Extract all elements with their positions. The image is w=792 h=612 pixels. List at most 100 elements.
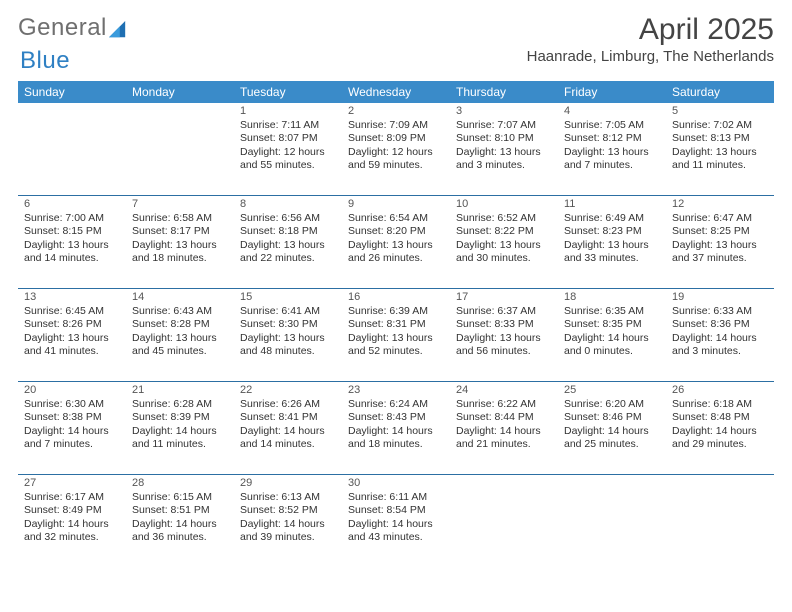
day2-text: and 32 minutes.	[24, 531, 120, 544]
calendar-cell: 16Sunrise: 6:39 AMSunset: 8:31 PMDayligh…	[342, 288, 450, 381]
calendar-cell: 8Sunrise: 6:56 AMSunset: 8:18 PMDaylight…	[234, 195, 342, 288]
day1-text: Daylight: 13 hours	[24, 332, 120, 345]
day1-text: Daylight: 14 hours	[240, 425, 336, 438]
calendar-cell: 18Sunrise: 6:35 AMSunset: 8:35 PMDayligh…	[558, 288, 666, 381]
day2-text: and 25 minutes.	[564, 438, 660, 451]
day1-text: Daylight: 14 hours	[132, 425, 228, 438]
sunset-text: Sunset: 8:20 PM	[348, 225, 444, 238]
day2-text: and 33 minutes.	[564, 252, 660, 265]
calendar-cell: 5Sunrise: 7:02 AMSunset: 8:13 PMDaylight…	[666, 103, 774, 196]
day-number: 15	[240, 289, 336, 306]
sunrise-text: Sunrise: 6:28 AM	[132, 398, 228, 411]
day-header: Monday	[126, 81, 234, 103]
sunrise-text: Sunrise: 6:54 AM	[348, 212, 444, 225]
title-block: April 2025 Haanrade, Limburg, The Nether…	[527, 14, 774, 65]
sunset-text: Sunset: 8:52 PM	[240, 504, 336, 517]
day-header: Tuesday	[234, 81, 342, 103]
day2-text: and 52 minutes.	[348, 345, 444, 358]
calendar-cell-empty	[126, 103, 234, 196]
day2-text: and 45 minutes.	[132, 345, 228, 358]
day-number: 17	[456, 289, 552, 306]
sunrise-text: Sunrise: 6:37 AM	[456, 305, 552, 318]
sunrise-text: Sunrise: 6:56 AM	[240, 212, 336, 225]
sunset-text: Sunset: 8:33 PM	[456, 318, 552, 331]
calendar-page: General April 2025 Haanrade, Limburg, Th…	[0, 0, 792, 612]
calendar-cell-empty	[558, 474, 666, 567]
day2-text: and 59 minutes.	[348, 159, 444, 172]
day2-text: and 7 minutes.	[564, 159, 660, 172]
sunset-text: Sunset: 8:09 PM	[348, 132, 444, 145]
sunrise-text: Sunrise: 7:00 AM	[24, 212, 120, 225]
day1-text: Daylight: 14 hours	[240, 518, 336, 531]
day1-text: Daylight: 14 hours	[132, 518, 228, 531]
sunset-text: Sunset: 8:44 PM	[456, 411, 552, 424]
day1-text: Daylight: 13 hours	[24, 239, 120, 252]
sunrise-text: Sunrise: 6:41 AM	[240, 305, 336, 318]
calendar-head: SundayMondayTuesdayWednesdayThursdayFrid…	[18, 81, 774, 103]
sunset-text: Sunset: 8:30 PM	[240, 318, 336, 331]
calendar-cell: 7Sunrise: 6:58 AMSunset: 8:17 PMDaylight…	[126, 195, 234, 288]
brand-logo: General	[18, 14, 129, 42]
sunset-text: Sunset: 8:12 PM	[564, 132, 660, 145]
calendar-cell: 29Sunrise: 6:13 AMSunset: 8:52 PMDayligh…	[234, 474, 342, 567]
brand-word-2: Blue	[20, 47, 70, 75]
day2-text: and 39 minutes.	[240, 531, 336, 544]
day-header: Thursday	[450, 81, 558, 103]
day-number: 8	[240, 196, 336, 213]
day1-text: Daylight: 12 hours	[348, 146, 444, 159]
day-number: 3	[456, 103, 552, 120]
sunrise-text: Sunrise: 6:39 AM	[348, 305, 444, 318]
month-title: April 2025	[527, 14, 774, 46]
calendar-table: SundayMondayTuesdayWednesdayThursdayFrid…	[18, 81, 774, 567]
sunset-text: Sunset: 8:54 PM	[348, 504, 444, 517]
sunrise-text: Sunrise: 6:26 AM	[240, 398, 336, 411]
calendar-cell: 10Sunrise: 6:52 AMSunset: 8:22 PMDayligh…	[450, 195, 558, 288]
calendar-cell: 15Sunrise: 6:41 AMSunset: 8:30 PMDayligh…	[234, 288, 342, 381]
sunset-text: Sunset: 8:07 PM	[240, 132, 336, 145]
day1-text: Daylight: 14 hours	[24, 425, 120, 438]
day-number: 4	[564, 103, 660, 120]
calendar-cell: 11Sunrise: 6:49 AMSunset: 8:23 PMDayligh…	[558, 195, 666, 288]
calendar-cell-empty	[18, 103, 126, 196]
calendar-cell: 28Sunrise: 6:15 AMSunset: 8:51 PMDayligh…	[126, 474, 234, 567]
calendar-cell: 14Sunrise: 6:43 AMSunset: 8:28 PMDayligh…	[126, 288, 234, 381]
day-number: 27	[24, 475, 120, 492]
day2-text: and 30 minutes.	[456, 252, 552, 265]
calendar-cell: 21Sunrise: 6:28 AMSunset: 8:39 PMDayligh…	[126, 381, 234, 474]
day2-text: and 48 minutes.	[240, 345, 336, 358]
day2-text: and 0 minutes.	[564, 345, 660, 358]
sunrise-text: Sunrise: 6:45 AM	[24, 305, 120, 318]
day1-text: Daylight: 13 hours	[456, 332, 552, 345]
day2-text: and 22 minutes.	[240, 252, 336, 265]
day2-text: and 3 minutes.	[672, 345, 768, 358]
day-number: 23	[348, 382, 444, 399]
day1-text: Daylight: 13 hours	[240, 239, 336, 252]
day1-text: Daylight: 13 hours	[240, 332, 336, 345]
sunset-text: Sunset: 8:41 PM	[240, 411, 336, 424]
sunset-text: Sunset: 8:43 PM	[348, 411, 444, 424]
calendar-cell: 13Sunrise: 6:45 AMSunset: 8:26 PMDayligh…	[18, 288, 126, 381]
calendar-cell: 2Sunrise: 7:09 AMSunset: 8:09 PMDaylight…	[342, 103, 450, 196]
calendar-cell: 1Sunrise: 7:11 AMSunset: 8:07 PMDaylight…	[234, 103, 342, 196]
calendar-cell-empty	[666, 474, 774, 567]
day-number: 28	[132, 475, 228, 492]
sail-icon	[109, 18, 127, 36]
calendar-cell: 19Sunrise: 6:33 AMSunset: 8:36 PMDayligh…	[666, 288, 774, 381]
location-subtitle: Haanrade, Limburg, The Netherlands	[527, 48, 774, 65]
day1-text: Daylight: 14 hours	[564, 425, 660, 438]
sunset-text: Sunset: 8:22 PM	[456, 225, 552, 238]
calendar-cell: 3Sunrise: 7:07 AMSunset: 8:10 PMDaylight…	[450, 103, 558, 196]
day2-text: and 36 minutes.	[132, 531, 228, 544]
day1-text: Daylight: 12 hours	[240, 146, 336, 159]
day-number: 7	[132, 196, 228, 213]
day-number: 10	[456, 196, 552, 213]
day-number: 26	[672, 382, 768, 399]
day2-text: and 29 minutes.	[672, 438, 768, 451]
sunrise-text: Sunrise: 6:30 AM	[24, 398, 120, 411]
sunrise-text: Sunrise: 7:05 AM	[564, 119, 660, 132]
day1-text: Daylight: 13 hours	[672, 239, 768, 252]
day2-text: and 3 minutes.	[456, 159, 552, 172]
day-number: 2	[348, 103, 444, 120]
sunset-text: Sunset: 8:51 PM	[132, 504, 228, 517]
calendar-week: 1Sunrise: 7:11 AMSunset: 8:07 PMDaylight…	[18, 103, 774, 196]
